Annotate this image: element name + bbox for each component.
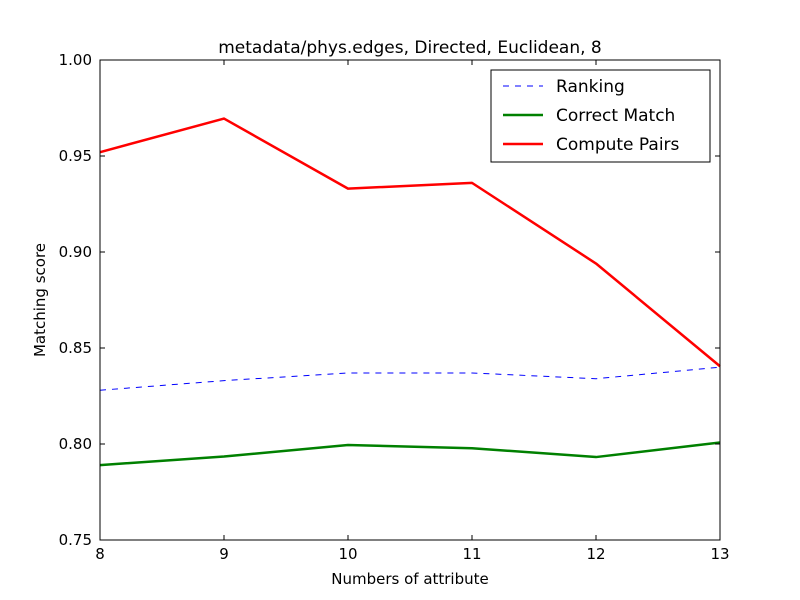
y-tick-label: 0.90 (59, 243, 92, 261)
y-axis-label: Matching score (31, 243, 49, 357)
x-tick-label: 10 (338, 545, 357, 563)
x-tick-label: 8 (95, 545, 105, 563)
series-layer (99, 117, 721, 467)
chart-title: metadata/phys.edges, Directed, Euclidean… (218, 38, 602, 58)
ranking-line (99, 366, 721, 391)
ticks-layer: 8 9 10 11 12 13 0.75 0.80 0.85 0.90 0.95 1.00 (59, 51, 730, 563)
y-tick-label: 0.75 (59, 531, 92, 549)
compute-pairs-line (99, 117, 721, 368)
y-tick-label: 1.00 (59, 51, 92, 69)
y-tick-label: 0.80 (59, 435, 92, 453)
legend: Ranking Correct Match Compute Pairs (490, 69, 711, 163)
x-tick-label: 11 (462, 545, 481, 563)
legend-correct-match-label: Correct Match (556, 106, 675, 126)
legend-compute-pairs-label: Compute Pairs (556, 135, 680, 155)
x-tick-label: 12 (586, 545, 605, 563)
correct-match-line (99, 441, 721, 467)
y-tick-label: 0.95 (59, 147, 92, 165)
x-tick-label: 9 (219, 545, 229, 563)
y-tick-label: 0.85 (59, 339, 92, 357)
x-tick-label: 13 (710, 545, 729, 563)
legend-ranking-label: Ranking (556, 77, 625, 97)
x-axis-label: Numbers of attribute (331, 570, 489, 588)
plot-frame (99, 59, 721, 541)
